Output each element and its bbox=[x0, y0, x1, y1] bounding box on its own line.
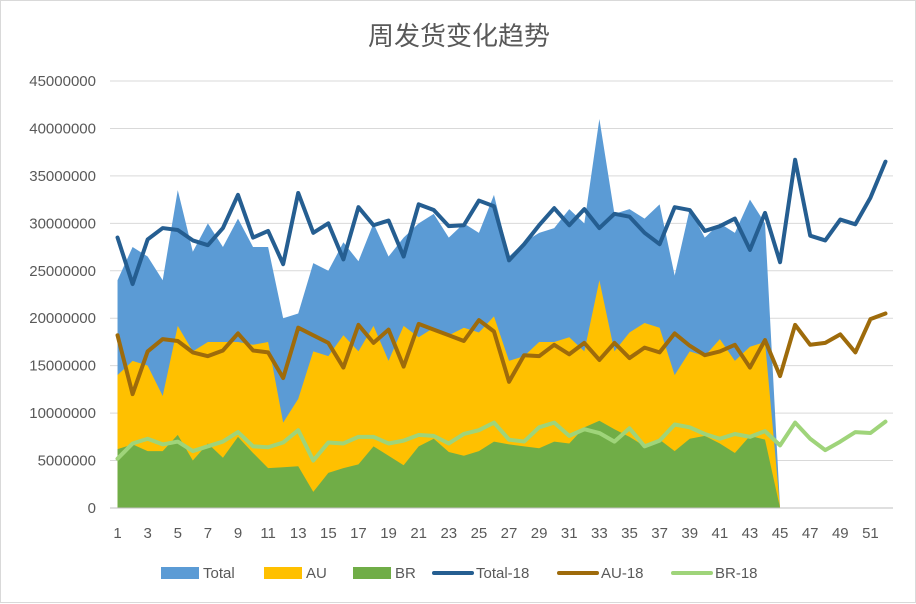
legend-swatch bbox=[161, 567, 199, 579]
x-tick-label: 33 bbox=[591, 525, 608, 542]
x-tick-label: 23 bbox=[440, 525, 457, 542]
x-tick-label: 15 bbox=[320, 525, 337, 542]
legend-label: BR bbox=[395, 565, 416, 582]
x-tick-label: 31 bbox=[561, 525, 578, 542]
y-tick-label: 15000000 bbox=[29, 358, 96, 375]
area-series-group bbox=[117, 118, 781, 508]
y-tick-label: 10000000 bbox=[29, 405, 96, 422]
axes: 0 5000000 10000000 15000000 20000000 25000000… bbox=[29, 73, 893, 542]
x-tick-label: 11 bbox=[260, 525, 276, 542]
line-series-total-18 bbox=[115, 157, 888, 287]
x-tick-label: 1 bbox=[113, 525, 121, 542]
legend-item-au-18: AU-18 bbox=[557, 565, 644, 582]
legend-item-total-18: Total-18 bbox=[432, 565, 529, 582]
x-tick-label: 25 bbox=[471, 525, 488, 542]
legend-label: AU-18 bbox=[601, 565, 644, 582]
legend-label: BR-18 bbox=[715, 565, 758, 582]
x-tick-label: 17 bbox=[350, 525, 367, 542]
x-tick-label: 41 bbox=[711, 525, 728, 542]
y-tick-label: 20000000 bbox=[29, 310, 96, 327]
y-tick-label: 45000000 bbox=[29, 73, 96, 90]
legend-item-au: AU bbox=[264, 565, 327, 582]
legend-label: Total bbox=[203, 565, 235, 582]
y-tick-label: 0 bbox=[88, 500, 96, 517]
legend-swatch bbox=[353, 567, 391, 579]
x-tick-label: 35 bbox=[621, 525, 638, 542]
legend-swatch bbox=[264, 567, 302, 579]
x-tick-label: 21 bbox=[410, 525, 427, 542]
x-tick-label: 51 bbox=[862, 525, 879, 542]
x-tick-label: 27 bbox=[501, 525, 518, 542]
legend-item-br-18: BR-18 bbox=[671, 565, 758, 582]
chart-title: 周发货变化趋势 bbox=[368, 22, 550, 52]
legend: Total AU BR Total-18 AU-18 BR-18 bbox=[161, 565, 758, 582]
x-tick-label: 13 bbox=[290, 525, 307, 542]
x-tick-label: 3 bbox=[143, 525, 151, 542]
line-series-br-18 bbox=[115, 419, 888, 463]
y-tick-label: 40000000 bbox=[29, 120, 96, 137]
line-series-group bbox=[115, 157, 888, 463]
x-tick-label: 5 bbox=[174, 525, 182, 542]
x-tick-label: 47 bbox=[802, 525, 819, 542]
x-tick-label: 29 bbox=[531, 525, 548, 542]
x-tick-label: 7 bbox=[204, 525, 212, 542]
legend-label: Total-18 bbox=[476, 565, 529, 582]
y-tick-label: 25000000 bbox=[29, 263, 96, 280]
line-series-au-18 bbox=[115, 311, 888, 397]
legend-item-total: Total bbox=[161, 565, 235, 582]
y-tick-label: 5000000 bbox=[38, 453, 96, 470]
legend-item-br: BR bbox=[353, 565, 416, 582]
x-tick-label: 49 bbox=[832, 525, 849, 542]
legend-label: AU bbox=[306, 565, 327, 582]
x-tick-label: 9 bbox=[234, 525, 242, 542]
x-tick-label: 43 bbox=[742, 525, 759, 542]
y-tick-label: 35000000 bbox=[29, 168, 96, 185]
x-tick-label: 45 bbox=[772, 525, 789, 542]
x-tick-label: 37 bbox=[651, 525, 668, 542]
y-tick-label: 30000000 bbox=[29, 215, 96, 232]
x-tick-label: 39 bbox=[681, 525, 698, 542]
x-tick-label: 19 bbox=[380, 525, 397, 542]
